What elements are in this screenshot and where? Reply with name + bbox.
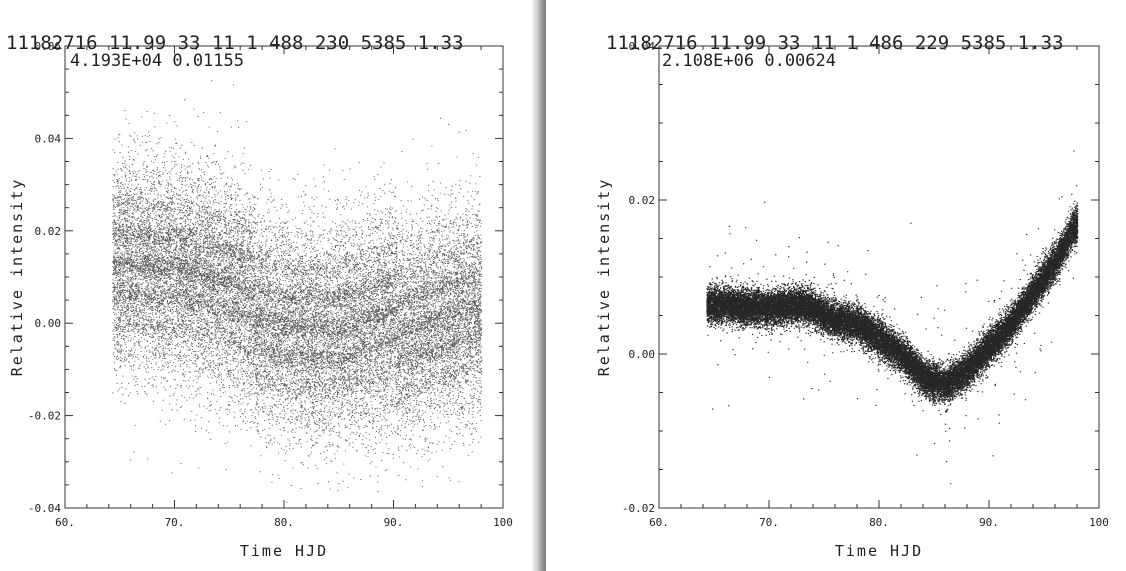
y-tick-label: -0.04 <box>28 502 61 515</box>
x-tick-label: 80. <box>274 516 294 529</box>
x-tick-label: 70. <box>165 516 185 529</box>
x-tick-label: 100 <box>1089 516 1109 529</box>
x-tick-label: 100 <box>493 516 513 529</box>
chart-header: 11182716 11.99 33 11 1 488 230 5385 1.33 <box>6 32 464 54</box>
y-tick-label: -0.02 <box>28 410 61 423</box>
left-light-curve-chart: 11182716 11.99 33 11 1 488 230 5385 1.33… <box>6 32 513 560</box>
axis-ticks: 60. 70. 80. 90. 100 -0.02 0.00 0.02 0.04 <box>622 40 1109 529</box>
scatter-points <box>706 150 1079 485</box>
x-tick-label: 60. <box>55 516 75 529</box>
scatter-points-path <box>112 80 483 503</box>
scatter-points <box>112 80 483 503</box>
x-tick-label: 80. <box>869 516 889 529</box>
left-light-curve-panel: 11182716 11.99 33 11 1 488 230 5385 1.33… <box>0 0 538 571</box>
y-tick-label: 0.02 <box>629 194 656 207</box>
chart-subheader: 4.193E+04 0.01155 <box>70 51 244 71</box>
x-axis-label: Time HJD <box>240 542 328 560</box>
x-axis-label: Time HJD <box>835 542 923 560</box>
x-tick-label: 70. <box>759 516 779 529</box>
y-tick-label: 0.06 <box>35 40 62 53</box>
y-tick-label: -0.02 <box>622 502 655 515</box>
x-tick-label: 60. <box>649 516 669 529</box>
chart-subheader: 2.108E+06 0.00624 <box>662 51 836 71</box>
right-light-curve-chart: 11182716 11.99 33 11 1 486 229 5385 1.33… <box>595 32 1109 560</box>
scatter-points-path <box>706 150 1079 485</box>
y-axis-label: Relative intensity <box>595 178 613 377</box>
y-axis-label: Relative intensity <box>8 178 26 377</box>
axis-ticks: 60. 70. 80. 90. 100 -0.04 -0.02 0.00 0.02 0.04 0.0… <box>28 40 513 529</box>
x-tick-label: 90. <box>384 516 404 529</box>
chart-header: 11182716 11.99 33 11 1 486 229 5385 1.33 <box>606 32 1064 54</box>
panel-divider <box>532 0 546 571</box>
y-tick-label: 0.04 <box>35 132 62 145</box>
plot-frame <box>64 45 504 509</box>
y-tick-label: 0.04 <box>629 40 656 53</box>
y-tick-label: 0.00 <box>629 348 656 361</box>
x-tick-label: 90. <box>979 516 999 529</box>
y-tick-label: 0.00 <box>35 317 62 330</box>
right-light-curve-panel: 11182716 11.99 33 11 1 486 229 5385 1.33… <box>546 0 1126 571</box>
y-tick-label: 0.02 <box>35 225 62 238</box>
